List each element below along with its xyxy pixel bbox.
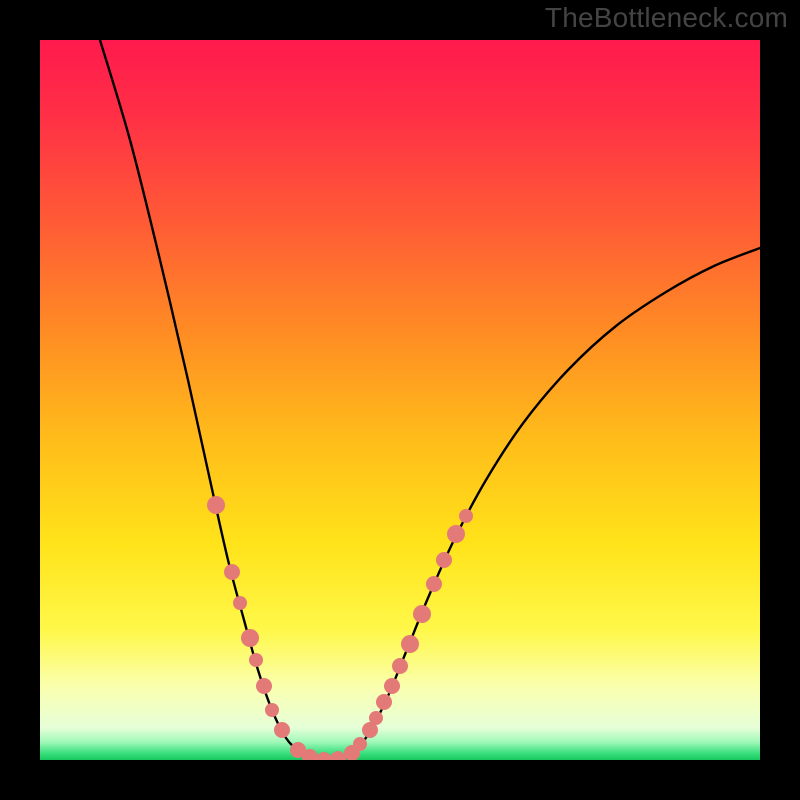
data-marker (353, 737, 367, 751)
plot-area (40, 40, 760, 760)
data-marker (392, 658, 408, 674)
data-marker (207, 496, 225, 514)
data-marker (241, 629, 259, 647)
data-marker (249, 653, 263, 667)
data-marker (224, 564, 240, 580)
data-marker (265, 703, 279, 717)
data-marker (256, 678, 272, 694)
data-marker (436, 552, 452, 568)
data-marker (447, 525, 465, 543)
data-marker (426, 576, 442, 592)
data-marker (459, 509, 473, 523)
bottleneck-chart (0, 0, 800, 800)
watermark-text: TheBottleneck.com (545, 2, 788, 34)
data-marker (413, 605, 431, 623)
data-marker (369, 711, 383, 725)
data-marker (274, 722, 290, 738)
data-marker (233, 596, 247, 610)
data-marker (376, 694, 392, 710)
data-marker (384, 678, 400, 694)
data-marker (401, 635, 419, 653)
chart-stage: TheBottleneck.com (0, 0, 800, 800)
